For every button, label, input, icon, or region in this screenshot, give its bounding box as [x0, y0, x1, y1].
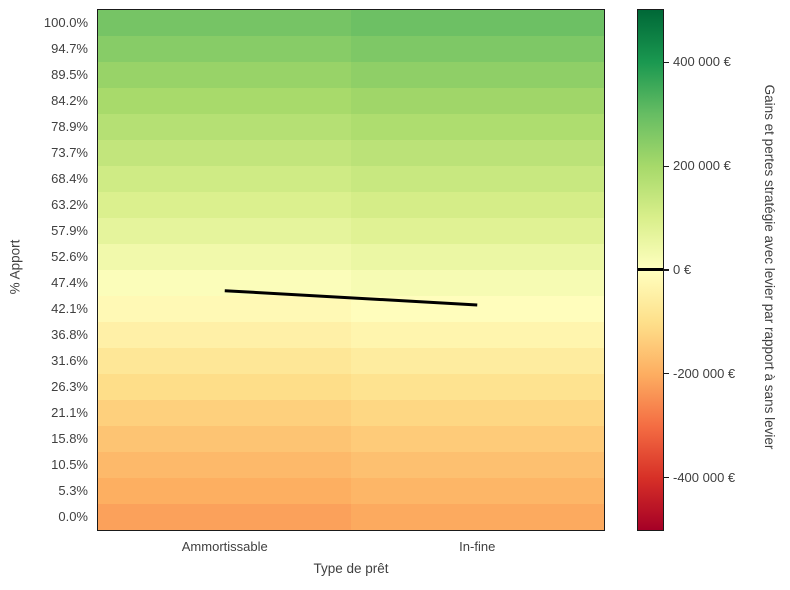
x-tick-label: In-fine: [459, 539, 496, 554]
y-tick-label: 26.3%: [51, 378, 88, 394]
colorbar-tick-mark: [664, 373, 669, 375]
heatmap-cell: [98, 88, 351, 114]
heatmap-cell: [98, 192, 351, 218]
colorbar-tick-label: 200 000 €: [673, 158, 731, 174]
heatmap-cell: [351, 426, 604, 452]
heatmap-cell: [351, 348, 604, 374]
heatmap-cell: [98, 478, 351, 504]
heatmap-cell: [351, 400, 604, 426]
heatmap-cell: [98, 166, 351, 192]
colorbar-label: Gains et pertes stratégie avec levier pa…: [762, 84, 777, 450]
heatmap-cell: [98, 218, 351, 244]
heatmap-cell: [98, 114, 351, 140]
y-tick-label: 42.1%: [51, 300, 88, 316]
y-tick-label: 57.9%: [51, 223, 88, 239]
colorbar-tick-mark: [664, 165, 669, 167]
heatmap-cell: [351, 244, 604, 270]
y-tick-label: 73.7%: [51, 145, 88, 161]
y-tick-label: 78.9%: [51, 119, 88, 135]
y-tick-label: 10.5%: [51, 456, 88, 472]
colorbar-tick-mark: [664, 61, 669, 64]
y-tick-label: 0.0%: [58, 508, 88, 524]
heatmap-cell: [351, 88, 604, 114]
heatmap-cell: [351, 218, 604, 244]
heatmap-cell: [98, 296, 351, 322]
y-tick-label: 15.8%: [51, 430, 88, 446]
y-tick-label: 47.4%: [51, 274, 88, 290]
heatmap-cell: [98, 426, 351, 452]
colorbar-tick-label: -400 000 €: [673, 469, 736, 485]
heatmap-cell: [98, 374, 351, 400]
heatmap-cell: [351, 166, 604, 192]
heatmap-cell: [98, 322, 351, 348]
heatmap-cell: [98, 62, 351, 88]
y-tick-label: 52.6%: [51, 249, 88, 265]
y-tick-label: 94.7%: [51, 41, 88, 57]
heatmap-cell: [98, 10, 351, 36]
y-tick-label: 5.3%: [58, 482, 88, 498]
colorbar-tick-label: 0 €: [673, 262, 692, 277]
heatmap-cell: [351, 114, 604, 140]
heatmap-cell: [351, 36, 604, 62]
y-tick-label: 31.6%: [51, 352, 88, 368]
heatmap-cell: [351, 10, 604, 36]
y-tick-label: 68.4%: [51, 171, 88, 187]
heatmap-cell: [351, 452, 604, 478]
x-axis-label: Type de prêt: [313, 561, 389, 576]
heatmap-cell: [98, 244, 351, 270]
colorbar: [637, 9, 664, 531]
heatmap-cell: [98, 36, 351, 62]
heatmap-cell: [98, 140, 351, 166]
heatmap-cell: [351, 270, 604, 296]
y-tick-label: 84.2%: [51, 93, 88, 109]
y-tick-label: 63.2%: [51, 197, 88, 213]
y-tick-label: 21.1%: [51, 404, 88, 420]
heatmap-cell: [98, 348, 351, 374]
x-tick-label: Ammortissable: [181, 539, 268, 554]
heatmap-cell: [351, 374, 604, 400]
colorbar-zero-line: [638, 268, 663, 271]
y-tick-label: 100.0%: [43, 15, 88, 31]
heatmap-cell: [351, 296, 604, 322]
y-tick-label: 36.8%: [51, 326, 88, 342]
heatmap-cell: [98, 400, 351, 426]
colorbar-tick-label: 400 000 €: [673, 54, 731, 70]
colorbar-tick-mark: [664, 476, 669, 479]
heatmap-cell: [351, 192, 604, 218]
heatmap-cell: [98, 504, 351, 530]
colorbar-tick-mark: [664, 269, 669, 271]
heatmap-cell: [351, 478, 604, 504]
heatmap-cell: [98, 270, 351, 296]
colorbar-tick-label: -200 000 €: [673, 365, 736, 381]
heatmap-cell: [351, 62, 604, 88]
heatmap-cell: [351, 504, 604, 530]
heatmap-cell: [351, 140, 604, 166]
y-tick-label: 89.5%: [51, 67, 88, 83]
heatmap-cell: [351, 322, 604, 348]
heatmap-cell: [98, 452, 351, 478]
heatmap: [97, 9, 605, 531]
